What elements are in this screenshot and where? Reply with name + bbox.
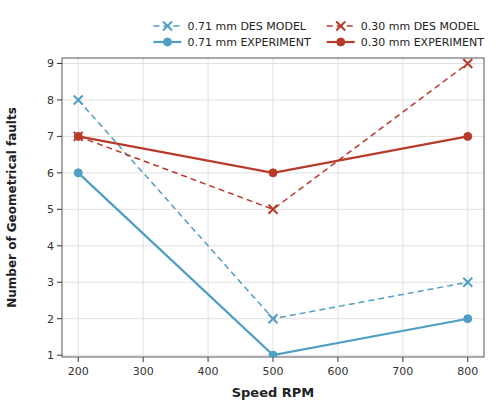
tick — [402, 357, 403, 362]
legend-label: 0.30 mm EXPERIMENT — [361, 36, 485, 49]
tick — [57, 355, 62, 356]
series — [74, 95, 473, 323]
tick — [143, 357, 144, 362]
grid-line — [273, 58, 274, 357]
tick-label: 4 — [47, 240, 54, 253]
data-point — [269, 205, 278, 214]
tick-label: 8 — [47, 94, 54, 107]
data-point — [74, 132, 83, 141]
tick — [337, 357, 338, 362]
grid-line — [143, 58, 144, 357]
data-point — [463, 59, 472, 68]
legend: 0.71 mm DES MODEL 0.30 mm DES MODEL 0.71 m… — [153, 20, 484, 49]
legend-label: 0.71 mm EXPERIMENT — [187, 36, 311, 49]
legend-label: 0.30 mm DES MODEL — [361, 20, 480, 33]
tick-label: 800 — [457, 365, 478, 378]
chart: 1 2 3 4 5 6 7 8 9 200 300 400 500 600 700 800 Speed RPM N… — [0, 0, 500, 409]
plot-area — [74, 59, 473, 357]
tick-label: 700 — [392, 365, 413, 378]
tick-label: 300 — [133, 365, 154, 378]
series-line — [78, 100, 468, 319]
tick-label: 600 — [327, 365, 348, 378]
tick — [57, 63, 62, 64]
data-point — [269, 314, 278, 323]
legend-marker — [336, 22, 345, 31]
data-point — [464, 315, 472, 323]
legend-marker — [163, 22, 172, 31]
tick — [467, 357, 468, 362]
legend-label: 0.71 mm DES MODEL — [187, 20, 306, 33]
plot-frame — [62, 58, 484, 357]
tick-label: 400 — [198, 365, 219, 378]
grid-line — [208, 58, 209, 357]
tick — [78, 357, 79, 362]
data-point — [269, 351, 277, 357]
legend-marker — [163, 38, 171, 46]
grid-line — [337, 58, 338, 357]
tick-label: 2 — [47, 313, 54, 326]
x-axis-label: Speed RPM — [232, 385, 315, 400]
legend-marker — [337, 38, 345, 46]
plot-background — [62, 58, 484, 357]
tick — [208, 357, 209, 362]
tick — [57, 209, 62, 210]
tick-label: 1 — [47, 349, 54, 362]
series — [74, 169, 472, 357]
data-point — [74, 169, 82, 177]
tick — [57, 282, 62, 283]
tick — [273, 357, 274, 362]
tick-label: 200 — [68, 365, 89, 378]
data-point — [74, 132, 82, 140]
grid — [62, 58, 484, 357]
axes: 1 2 3 4 5 6 7 8 9 200 300 400 500 600 700 800 — [47, 57, 484, 378]
grid-line — [78, 58, 79, 357]
data-point — [74, 95, 83, 104]
legend-item: 0.71 mm DES MODEL — [153, 20, 306, 33]
grid-line — [467, 58, 468, 357]
grid-line — [402, 58, 403, 357]
tick-label: 500 — [263, 365, 284, 378]
tick — [57, 136, 62, 137]
tick — [57, 245, 62, 246]
series-line — [78, 173, 468, 355]
tick-label: 9 — [47, 57, 54, 70]
series-line — [78, 63, 468, 209]
tick — [57, 172, 62, 173]
data-point — [464, 132, 472, 140]
tick — [57, 99, 62, 100]
data-point — [463, 278, 472, 287]
tick-label: 6 — [47, 167, 54, 180]
y-axis-label: Number of Geometrical faults — [5, 107, 19, 308]
data-point — [269, 169, 277, 177]
tick-label: 5 — [47, 203, 54, 216]
series — [74, 132, 472, 176]
tick-label: 3 — [47, 276, 54, 289]
tick — [57, 318, 62, 319]
legend-item: 0.30 mm EXPERIMENT — [327, 36, 485, 49]
series — [74, 59, 473, 214]
legend-item: 0.71 mm EXPERIMENT — [153, 36, 311, 49]
legend-item: 0.30 mm DES MODEL — [327, 20, 480, 33]
tick-label: 7 — [47, 130, 54, 143]
series-line — [78, 136, 468, 172]
